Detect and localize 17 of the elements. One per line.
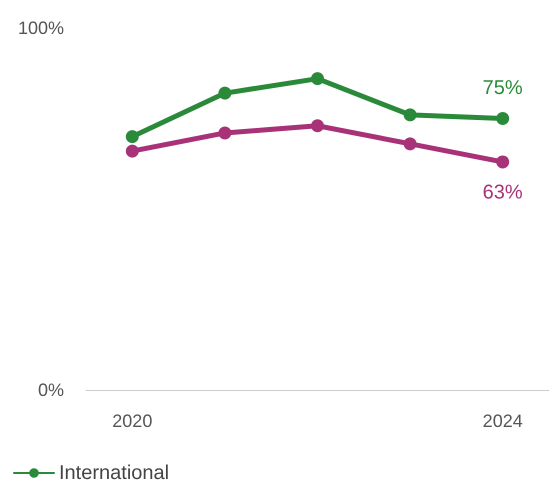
data-label: 75%: [482, 77, 523, 99]
point: [218, 86, 232, 100]
point: [404, 108, 417, 122]
legend-label: International: [59, 462, 170, 484]
x-tick-label: 2024: [482, 411, 523, 431]
data-label: 63%: [482, 181, 523, 204]
y-tick-label: 0%: [38, 380, 64, 400]
point: [404, 137, 417, 150]
x-tick-label: 2020: [112, 411, 152, 431]
point: [496, 112, 510, 125]
point: [496, 155, 510, 168]
point: [126, 130, 139, 144]
point: [126, 144, 139, 158]
y-tick-label: 100%: [18, 18, 64, 38]
point: [311, 72, 324, 86]
point: [218, 126, 232, 140]
point: [311, 119, 324, 132]
